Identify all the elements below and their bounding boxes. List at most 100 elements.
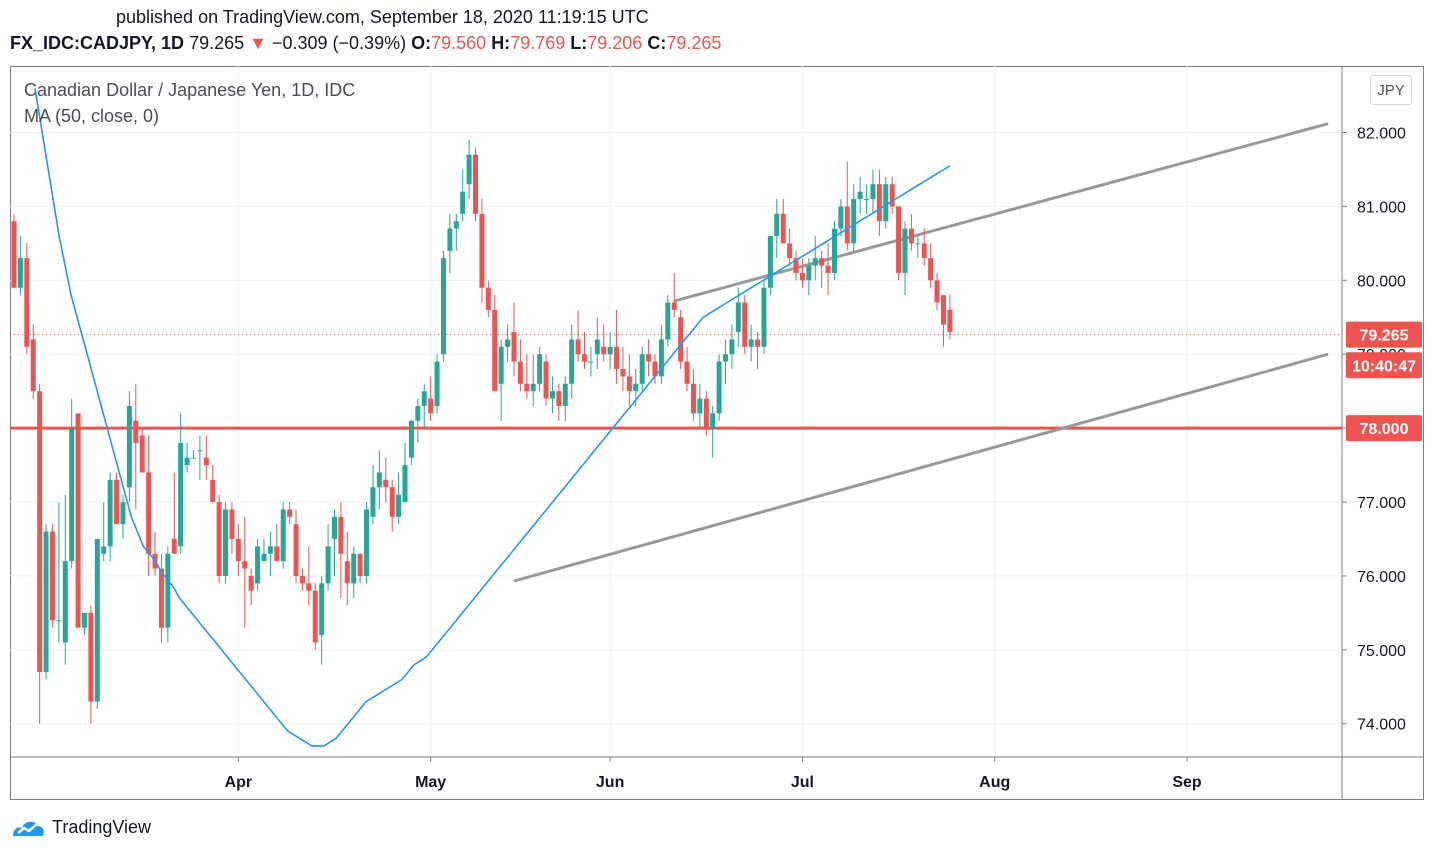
- candle-body: [171, 538, 177, 554]
- x-tick-label: Jul: [791, 774, 814, 791]
- candle-body: [902, 228, 908, 273]
- candle-body: [774, 213, 780, 236]
- candle: [43, 524, 49, 680]
- candle: [812, 235, 818, 281]
- currency-badge[interactable]: JPY: [1370, 75, 1412, 105]
- legend-indicator[interactable]: MA (50, close, 0): [24, 106, 160, 126]
- candle-body: [216, 502, 222, 576]
- candle-body: [223, 509, 229, 576]
- candle: [389, 479, 395, 532]
- footer[interactable]: TradingView: [10, 816, 151, 838]
- candle: [287, 502, 293, 525]
- candle: [831, 221, 837, 281]
- candle-body: [203, 457, 209, 466]
- candle-body: [280, 509, 286, 562]
- candle-body: [626, 376, 632, 392]
- candle: [56, 502, 62, 643]
- candle: [165, 546, 171, 643]
- candle-body: [639, 354, 645, 384]
- price-label-text: 10:40:47: [1352, 358, 1416, 375]
- candle: [332, 509, 337, 576]
- channel-lower-line: [513, 352, 1329, 583]
- candle: [383, 457, 389, 503]
- candle-body: [325, 546, 331, 584]
- candle: [524, 354, 530, 399]
- y-tick-label: 82.000: [1357, 126, 1406, 143]
- candle: [101, 502, 107, 562]
- y-tick-label: 81.000: [1357, 199, 1406, 216]
- candle-body: [780, 213, 786, 244]
- candle: [402, 442, 408, 503]
- candle-body: [114, 479, 120, 525]
- candle: [511, 302, 517, 377]
- candle: [594, 317, 600, 370]
- candle-body: [11, 221, 17, 288]
- candle-body: [543, 361, 549, 399]
- price-label-box: [1346, 321, 1422, 348]
- candle-body: [190, 457, 196, 459]
- candle: [306, 546, 312, 606]
- candle-body: [62, 561, 68, 643]
- candle-body: [940, 295, 946, 325]
- candle: [415, 398, 421, 443]
- candle-body: [120, 502, 126, 525]
- candle-body: [267, 546, 273, 554]
- open-label: O:: [411, 33, 432, 53]
- candle-body: [43, 531, 49, 673]
- candle-body: [75, 413, 81, 628]
- candle: [229, 502, 235, 554]
- candle-body: [537, 354, 543, 384]
- candle-body: [633, 383, 639, 392]
- candle-body: [678, 317, 684, 362]
- candle-body: [787, 243, 793, 259]
- candle: [255, 538, 261, 591]
- candle: [575, 309, 581, 362]
- candle: [614, 309, 620, 384]
- candle-body: [408, 420, 414, 458]
- high-label: H:: [491, 33, 511, 53]
- candle-body: [671, 302, 677, 310]
- chart-frame[interactable]: [10, 66, 1424, 800]
- candle-body: [658, 339, 664, 377]
- candle-body: [614, 346, 620, 370]
- candle-body: [434, 361, 440, 406]
- candle: [75, 413, 81, 628]
- candle-body: [101, 546, 107, 554]
- candle: [940, 295, 946, 347]
- candle-body: [684, 361, 690, 384]
- candle: [421, 383, 427, 429]
- symbol-line: FX_IDC:CADJPY, 1D 79.265 ▼ −0.309 (−0.39…: [10, 33, 721, 54]
- candle: [62, 494, 68, 665]
- candle: [498, 339, 504, 421]
- candle-body: [306, 583, 312, 591]
- x-tick-label: Apr: [225, 774, 253, 791]
- candle-body: [460, 191, 466, 214]
- candle: [216, 494, 222, 584]
- candle: [588, 346, 594, 377]
- candle-body: [819, 258, 825, 266]
- change: −0.309 (−0.39%): [271, 33, 407, 53]
- candle: [908, 213, 914, 251]
- x-tick-label: Aug: [979, 774, 1010, 791]
- candle: [357, 553, 363, 584]
- candle: [248, 568, 254, 606]
- candle-body: [235, 538, 241, 562]
- candle: [537, 346, 543, 392]
- candle-body: [844, 206, 850, 244]
- candle: [620, 346, 626, 392]
- candle-body: [357, 553, 363, 576]
- candle: [492, 295, 498, 392]
- candle-body: [710, 413, 716, 429]
- candle: [30, 324, 36, 399]
- candle-body: [928, 258, 934, 281]
- candle: [261, 538, 267, 562]
- candle: [626, 354, 632, 406]
- candle-body: [697, 398, 703, 414]
- candle: [742, 295, 748, 355]
- candle: [505, 324, 511, 362]
- candle: [351, 546, 357, 599]
- candle: [735, 287, 741, 347]
- candle-body: [665, 302, 671, 340]
- price-label-box: [1346, 352, 1422, 379]
